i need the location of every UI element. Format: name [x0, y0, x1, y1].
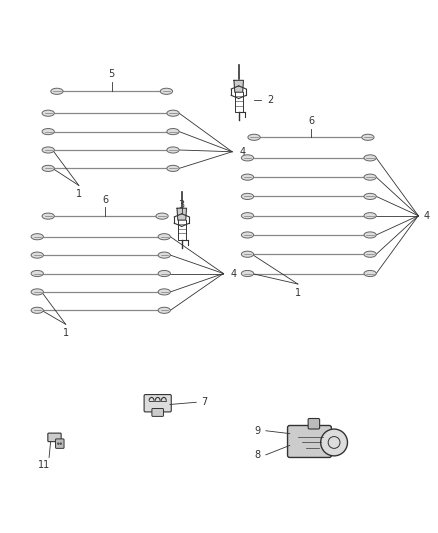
- Ellipse shape: [31, 307, 43, 313]
- FancyBboxPatch shape: [287, 425, 332, 457]
- FancyBboxPatch shape: [152, 408, 163, 416]
- Circle shape: [57, 443, 59, 445]
- Text: 6: 6: [102, 195, 108, 205]
- Ellipse shape: [241, 270, 254, 277]
- Ellipse shape: [158, 270, 170, 277]
- Ellipse shape: [158, 307, 170, 313]
- Text: 3: 3: [179, 200, 185, 211]
- FancyBboxPatch shape: [48, 433, 61, 442]
- Ellipse shape: [42, 213, 54, 219]
- Text: 1: 1: [76, 189, 82, 199]
- Ellipse shape: [241, 213, 254, 219]
- Polygon shape: [177, 208, 187, 220]
- Ellipse shape: [241, 155, 254, 161]
- Ellipse shape: [167, 128, 179, 135]
- Ellipse shape: [241, 193, 254, 199]
- Ellipse shape: [364, 193, 376, 199]
- Text: 4: 4: [424, 211, 430, 221]
- Text: 5: 5: [109, 69, 115, 79]
- Ellipse shape: [362, 134, 374, 140]
- Text: 7: 7: [201, 397, 208, 407]
- Text: 11: 11: [38, 460, 50, 470]
- Ellipse shape: [167, 110, 179, 116]
- Ellipse shape: [364, 270, 376, 277]
- Ellipse shape: [364, 174, 376, 180]
- FancyBboxPatch shape: [308, 418, 320, 429]
- Ellipse shape: [42, 147, 54, 153]
- Text: 4: 4: [239, 147, 245, 157]
- Ellipse shape: [160, 88, 173, 94]
- Ellipse shape: [42, 165, 54, 172]
- Ellipse shape: [364, 232, 376, 238]
- Ellipse shape: [241, 174, 254, 180]
- FancyBboxPatch shape: [144, 394, 171, 412]
- Ellipse shape: [158, 289, 170, 295]
- Text: 8: 8: [254, 450, 261, 460]
- Circle shape: [321, 429, 347, 456]
- Ellipse shape: [31, 252, 43, 258]
- Text: 4: 4: [230, 269, 237, 279]
- Polygon shape: [234, 80, 244, 92]
- Ellipse shape: [51, 88, 63, 94]
- Ellipse shape: [158, 252, 170, 258]
- Ellipse shape: [364, 213, 376, 219]
- Ellipse shape: [31, 270, 43, 277]
- FancyBboxPatch shape: [56, 439, 64, 448]
- Ellipse shape: [31, 233, 43, 240]
- Ellipse shape: [241, 251, 254, 257]
- Ellipse shape: [241, 232, 254, 238]
- Ellipse shape: [248, 134, 260, 140]
- Text: 6: 6: [308, 116, 314, 126]
- Ellipse shape: [42, 128, 54, 135]
- Text: 2: 2: [267, 95, 273, 105]
- Ellipse shape: [158, 233, 170, 240]
- Ellipse shape: [364, 155, 376, 161]
- Circle shape: [60, 443, 61, 445]
- Ellipse shape: [167, 165, 179, 172]
- Ellipse shape: [31, 289, 43, 295]
- Text: 1: 1: [63, 328, 69, 338]
- Ellipse shape: [42, 110, 54, 116]
- Text: 9: 9: [254, 426, 261, 436]
- Ellipse shape: [364, 251, 376, 257]
- Ellipse shape: [167, 147, 179, 153]
- Text: 1: 1: [295, 287, 301, 297]
- Ellipse shape: [156, 213, 168, 219]
